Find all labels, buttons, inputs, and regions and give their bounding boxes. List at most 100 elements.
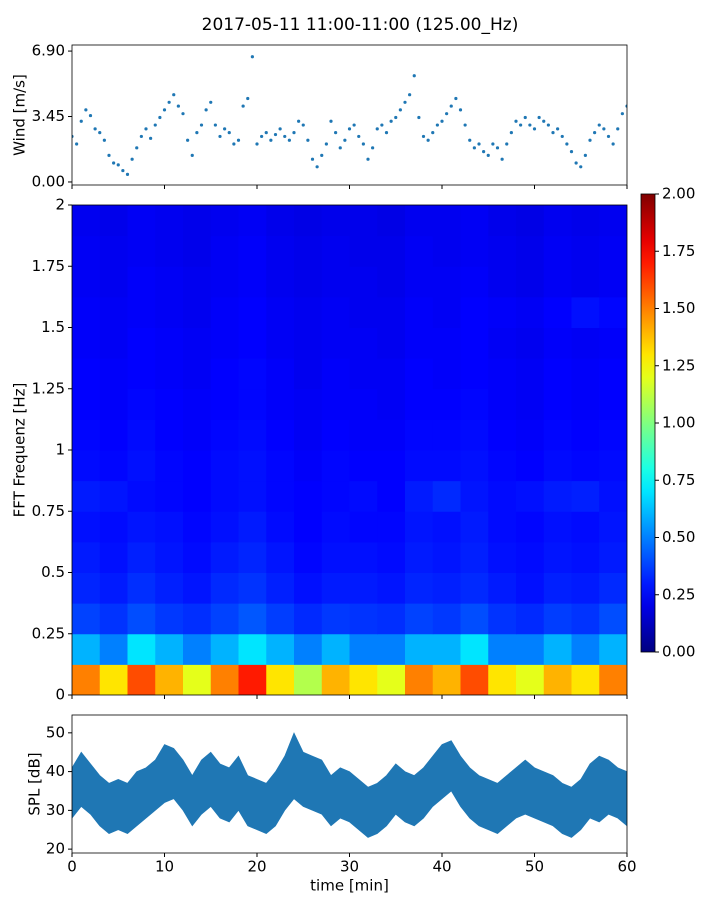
heat-cell	[238, 419, 267, 451]
heat-cell	[99, 511, 128, 543]
heat-cell	[155, 419, 184, 451]
heat-cell	[155, 572, 184, 604]
heat-cell	[432, 664, 461, 695]
heat-cell	[183, 235, 212, 267]
heat-cell	[432, 450, 461, 482]
heat-cell	[266, 358, 295, 390]
y-axis-label: FFT Frequenz [Hz]	[11, 383, 29, 518]
heat-cell	[599, 235, 627, 267]
heat-cell	[488, 480, 517, 512]
heat-cell	[571, 235, 600, 267]
heat-cell	[460, 296, 489, 328]
heat-cell	[516, 511, 545, 543]
wind-point	[107, 153, 111, 158]
heat-cell	[405, 480, 434, 512]
heat-cell	[155, 480, 184, 512]
heat-cell	[571, 266, 600, 298]
heat-cell	[238, 603, 267, 635]
wind-point	[361, 142, 365, 146]
heat-cell	[127, 664, 156, 695]
heat-cell	[99, 541, 128, 573]
wind-point	[583, 153, 587, 158]
heat-cell	[294, 664, 323, 695]
heat-cell	[238, 664, 267, 695]
heat-cell	[488, 511, 517, 543]
heat-cell	[571, 450, 600, 482]
heat-cell	[210, 235, 239, 267]
heat-cell	[210, 450, 239, 482]
heat-cell	[183, 511, 212, 543]
wind-point	[509, 131, 513, 135]
wind-point	[88, 113, 93, 118]
wind-point	[352, 123, 356, 127]
heat-cell	[516, 419, 545, 451]
heat-cell	[155, 450, 184, 482]
wind-point	[408, 93, 412, 97]
x-tick-label: 10	[155, 858, 174, 876]
heat-cell	[377, 388, 406, 420]
heat-cell	[460, 480, 489, 512]
heat-cell	[266, 388, 295, 420]
heat-cell	[460, 541, 489, 573]
wind-point	[130, 157, 134, 161]
heat-cell	[183, 480, 212, 512]
wind-point	[250, 55, 254, 59]
heat-cell	[488, 388, 517, 420]
heat-cell	[127, 205, 156, 237]
heat-cell	[460, 603, 489, 635]
wind-point	[403, 100, 407, 104]
heat-cell	[571, 296, 600, 328]
heat-cell	[321, 603, 350, 635]
x-tick-label: 50	[525, 858, 544, 876]
wind-point	[523, 115, 527, 120]
heat-cell	[405, 388, 434, 420]
heat-cell	[349, 235, 378, 267]
heat-cell	[377, 205, 406, 237]
wind-point	[593, 131, 597, 135]
heat-cell	[543, 358, 572, 390]
heat-cell	[405, 235, 434, 267]
wind-point	[495, 146, 500, 150]
heat-cell	[516, 327, 545, 359]
heat-cell	[266, 296, 295, 328]
wind-point	[551, 131, 555, 135]
heat-cell	[377, 235, 406, 267]
wind-point	[375, 127, 379, 131]
heat-cell	[405, 511, 434, 543]
heat-cell	[321, 450, 350, 482]
y-tick-label: 50	[46, 723, 65, 741]
heat-cell	[321, 541, 350, 573]
heat-cell	[349, 633, 378, 665]
heat-cell	[349, 480, 378, 512]
wind-point	[357, 134, 361, 139]
heat-cell	[294, 235, 323, 267]
heat-cell	[210, 664, 239, 695]
heat-cell	[488, 419, 517, 451]
heat-cell	[155, 266, 184, 298]
heat-cell	[294, 419, 323, 451]
heat-cell	[599, 603, 627, 635]
heat-cell	[99, 266, 128, 298]
heat-cell	[488, 603, 517, 635]
heat-cell	[238, 266, 267, 298]
heat-cell	[99, 633, 128, 665]
heat-cell	[127, 603, 156, 635]
wind-point	[542, 119, 546, 123]
y-tick-label: 0.25	[32, 624, 65, 642]
heat-cell	[460, 235, 489, 267]
heat-cell	[321, 358, 350, 390]
heat-cell	[266, 633, 295, 665]
heat-cell	[266, 266, 295, 298]
heat-cell	[460, 511, 489, 543]
heat-cell	[99, 480, 128, 512]
y-tick-label: 2	[55, 196, 65, 214]
heat-cell	[432, 541, 461, 573]
wind-point	[121, 168, 125, 173]
heat-cell	[516, 603, 545, 635]
wind-point	[153, 123, 157, 127]
heat-cell	[377, 419, 406, 451]
wind-point	[223, 127, 227, 131]
wind-point	[227, 131, 231, 135]
heat-cell	[210, 572, 239, 604]
